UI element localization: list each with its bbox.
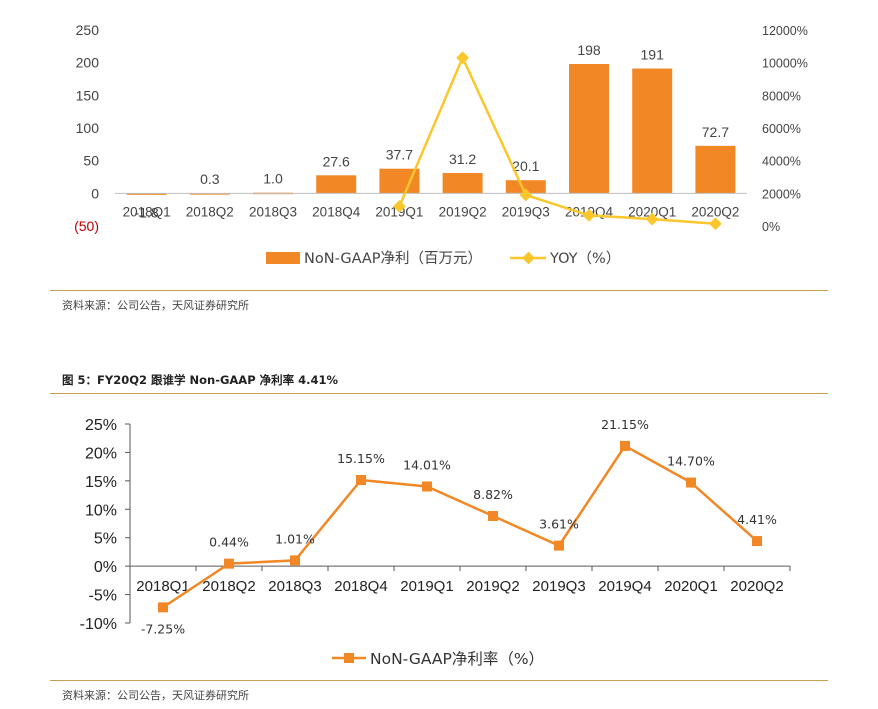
category-label: 2020Q1 bbox=[664, 578, 717, 595]
category-label: 2018Q4 bbox=[334, 578, 387, 595]
net-profit-bar-line-chart: 250 200 150 100 50 0 (50) 12000% 10000% 8000% 6000… bbox=[74, 22, 808, 267]
category-label: 2019Q4 bbox=[598, 578, 651, 595]
category-label: 2018Q3 bbox=[249, 204, 297, 219]
category-label: 2019Q3 bbox=[532, 578, 585, 595]
y-axis-tick: 10% bbox=[85, 502, 117, 519]
right-axis-tick: 12000% bbox=[762, 24, 808, 38]
bar-value-label: 191 bbox=[641, 47, 665, 63]
margin-value-label: 1.01% bbox=[275, 531, 315, 546]
legend-yoy-label: YOY（%） bbox=[549, 250, 620, 267]
margin-point bbox=[620, 440, 630, 451]
y-axis-tick: 20% bbox=[85, 445, 117, 462]
y-axis-tick: -10% bbox=[80, 616, 117, 633]
margin-point bbox=[224, 558, 234, 569]
category-label: 2019Q2 bbox=[439, 204, 487, 219]
right-axis-tick: 0% bbox=[762, 220, 780, 234]
margin-point bbox=[488, 510, 498, 521]
bar bbox=[189, 193, 230, 195]
right-axis-tick: 4000% bbox=[762, 155, 801, 169]
margin-value-label: 4.41% bbox=[737, 512, 777, 527]
margin-point bbox=[356, 475, 366, 486]
source-note-2: 资料来源：公司公告，天风证券研究所 bbox=[62, 689, 249, 702]
bar bbox=[505, 180, 546, 194]
category-label: 2019Q2 bbox=[466, 578, 519, 595]
bar-value-label: 31.2 bbox=[449, 151, 476, 167]
yoy-line bbox=[398, 54, 716, 225]
category-label: 2018Q4 bbox=[312, 204, 361, 219]
bar bbox=[695, 145, 736, 194]
y-axis-tick: 0% bbox=[94, 559, 117, 576]
left-axis-tick: 0 bbox=[91, 185, 99, 201]
margin-point bbox=[158, 602, 168, 613]
category-label: 2019Q1 bbox=[400, 578, 453, 595]
category-label: 2020Q2 bbox=[691, 204, 739, 219]
bar-value-label: 20.1 bbox=[512, 158, 539, 174]
margin-value-label: 21.15% bbox=[601, 417, 649, 432]
category-label: 2018Q2 bbox=[186, 204, 234, 219]
margin-point bbox=[752, 536, 762, 547]
figure5-title: 图 5：FY20Q2 跟谁学 Non-GAAP 净利率 4.41% bbox=[62, 373, 339, 387]
legend-bar-swatch bbox=[266, 252, 300, 264]
category-label: 2019Q3 bbox=[502, 204, 550, 219]
margin-value-label: 15.15% bbox=[337, 451, 385, 466]
y-axis-tick: -5% bbox=[89, 588, 117, 605]
category-label: 2018Q1 bbox=[123, 204, 171, 219]
left-axis-tick: 200 bbox=[76, 55, 100, 71]
category-label: 2018Q3 bbox=[268, 578, 321, 595]
legend-bar-label: NoN-GAAP净利（百万元） bbox=[304, 250, 482, 267]
bar-value-label: 72.7 bbox=[702, 124, 729, 140]
legend-margin-marker bbox=[344, 653, 354, 663]
right-axis-tick: 8000% bbox=[762, 89, 801, 103]
left-axis-tick: 50 bbox=[83, 153, 99, 169]
y-axis-tick: 25% bbox=[85, 417, 117, 434]
right-axis-tick: 2000% bbox=[762, 187, 801, 201]
margin-point bbox=[422, 481, 432, 492]
margin-value-label: -7.25% bbox=[141, 621, 185, 636]
margin-value-label: 14.70% bbox=[667, 454, 715, 469]
category-label: 2020Q1 bbox=[628, 204, 676, 219]
right-axis-tick: 6000% bbox=[762, 122, 801, 136]
margin-value-label: 0.44% bbox=[209, 535, 249, 550]
category-label: 2020Q2 bbox=[730, 578, 783, 595]
legend-margin-label: NoN-GAAP净利率（%） bbox=[370, 650, 544, 668]
margin-value-label: 14.01% bbox=[403, 457, 451, 472]
bar-value-label: 1.0 bbox=[263, 171, 283, 187]
bar bbox=[316, 175, 357, 194]
left-axis-tick: 150 bbox=[76, 87, 100, 103]
y-axis-tick: 15% bbox=[85, 474, 117, 491]
margin-point bbox=[290, 555, 300, 566]
bar-value-label: 27.6 bbox=[323, 153, 350, 169]
category-label: 2018Q1 bbox=[136, 578, 189, 595]
yoy-point bbox=[456, 51, 469, 65]
divider-figure5 bbox=[50, 393, 828, 394]
margin-line bbox=[162, 444, 758, 609]
left-axis-tick: (50) bbox=[74, 218, 99, 234]
divider-bottom-2 bbox=[50, 680, 828, 681]
margin-point bbox=[686, 477, 696, 488]
y-axis-tick: 5% bbox=[94, 531, 117, 548]
bar-value-label: 0.3 bbox=[200, 171, 220, 187]
bar bbox=[569, 63, 609, 194]
left-axis-tick: 250 bbox=[76, 22, 100, 38]
source-note-1: 资料来源：公司公告，天风证券研究所 bbox=[62, 299, 249, 312]
divider-top-1 bbox=[50, 290, 828, 291]
yoy-point bbox=[393, 200, 406, 213]
bar-value-label: 198 bbox=[577, 42, 601, 58]
left-axis-tick: 100 bbox=[76, 120, 100, 136]
bar bbox=[442, 172, 483, 194]
margin-value-label: 8.82% bbox=[473, 487, 513, 502]
bar-value-label: -1.8 bbox=[135, 204, 159, 220]
bar bbox=[126, 193, 167, 195]
margin-point bbox=[554, 540, 564, 551]
category-label: 2018Q2 bbox=[202, 578, 255, 595]
bar-value-label: 37.7 bbox=[386, 147, 413, 163]
bar bbox=[632, 68, 673, 194]
right-axis-tick: 10000% bbox=[762, 57, 808, 71]
margin-value-label: 3.61% bbox=[539, 517, 579, 532]
